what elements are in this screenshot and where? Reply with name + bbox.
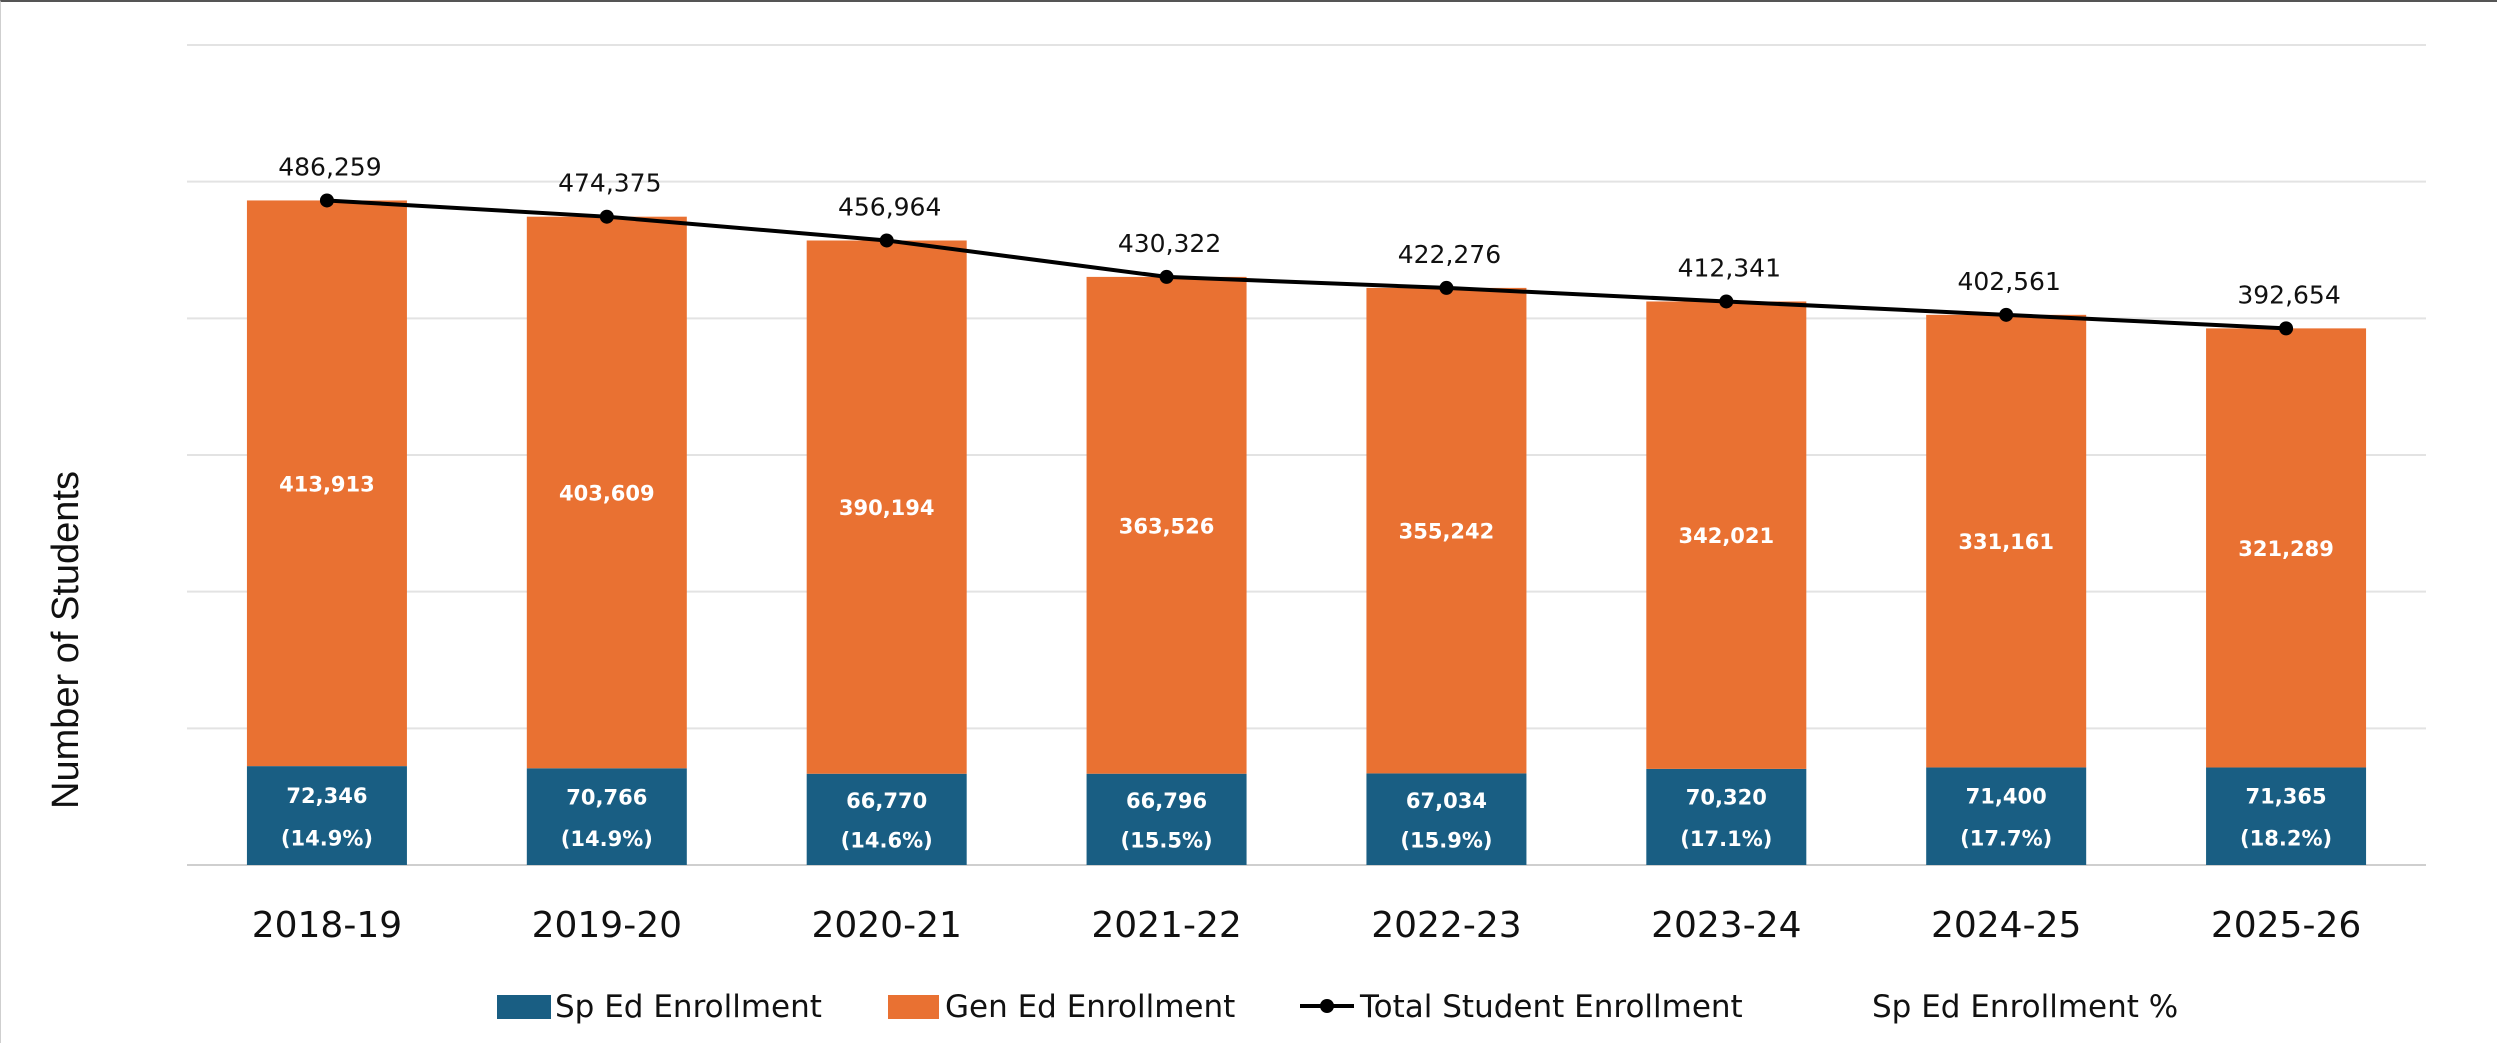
gened-bar bbox=[806, 240, 967, 774]
sped-bar bbox=[1646, 768, 1807, 865]
sped-bar bbox=[806, 773, 967, 865]
total-enrollment-point bbox=[1719, 294, 1734, 309]
sped-percent-label: (14.9%) bbox=[561, 827, 653, 851]
y-axis-label: Number of Students bbox=[45, 471, 87, 809]
bars bbox=[246, 200, 2367, 865]
legend-swatch-gened bbox=[888, 995, 939, 1019]
sped-percent-label: (14.9%) bbox=[281, 826, 373, 850]
total-value-label: 422,276 bbox=[1398, 240, 1501, 269]
total-enrollment-line bbox=[326, 198, 2287, 331]
x-axis-ticks: 2018-19 2019-20 2020-21 2021-22 2022-23 2023-… bbox=[252, 905, 2362, 946]
gened-value-label: 331,161 bbox=[1958, 530, 2054, 554]
sped-percent-label: (18.2%) bbox=[2240, 827, 2332, 851]
x-tick-label: 2019-20 bbox=[532, 905, 682, 946]
gened-bar bbox=[526, 216, 687, 769]
total-enrollment-point bbox=[2279, 321, 2294, 336]
total-value-label: 430,322 bbox=[1118, 229, 1221, 258]
sped-percent-label: (14.6%) bbox=[841, 828, 933, 852]
sped-percent-label: (15.5%) bbox=[1121, 828, 1213, 852]
total-value-label: 474,375 bbox=[558, 169, 661, 198]
total-value-label: 456,964 bbox=[838, 192, 941, 221]
gened-bar bbox=[1646, 301, 1807, 769]
sped-value-label: 70,766 bbox=[566, 785, 647, 809]
gened-value-label: 390,194 bbox=[839, 496, 935, 520]
x-tick-label: 2023-24 bbox=[1651, 905, 1801, 946]
sped-value-label: 72,346 bbox=[286, 784, 367, 808]
legend-swatch-total-marker bbox=[1320, 999, 1334, 1013]
gened-bar bbox=[1366, 287, 1527, 774]
gened-value-label: 321,289 bbox=[2238, 537, 2334, 561]
x-tick-label: 2022-23 bbox=[1371, 905, 1521, 946]
sped-value-label: 70,320 bbox=[1686, 786, 1767, 810]
total-enrollment-point bbox=[1159, 269, 1174, 284]
legend: Sp Ed Enrollment Gen Ed Enrollment Total S… bbox=[497, 989, 2178, 1025]
x-tick-label: 2024-25 bbox=[1931, 905, 2081, 946]
legend-label-total: Total Student Enrollment bbox=[1359, 989, 1743, 1025]
gridlines bbox=[187, 44, 2426, 866]
legend-label-sped: Sp Ed Enrollment bbox=[555, 989, 822, 1025]
x-tick-label: 2020-21 bbox=[811, 905, 961, 946]
legend-label-sped-percent: Sp Ed Enrollment % bbox=[1872, 989, 2178, 1025]
total-enrollment-point bbox=[1439, 280, 1454, 295]
sped-bar bbox=[526, 768, 687, 865]
gened-value-label: 342,021 bbox=[1678, 524, 1774, 548]
x-tick-label: 2021-22 bbox=[1091, 905, 1241, 946]
sped-value-label: 66,770 bbox=[846, 789, 927, 813]
x-tick-label: 2025-26 bbox=[2211, 905, 2361, 946]
sped-bar bbox=[1926, 767, 2087, 865]
sped-value-label: 71,400 bbox=[1966, 785, 2047, 809]
total-enrollment-point bbox=[319, 193, 334, 208]
sped-percent-label: (17.1%) bbox=[1680, 827, 1772, 851]
sped-percent-label: (17.7%) bbox=[1960, 827, 2052, 851]
total-enrollment-point bbox=[879, 233, 894, 248]
total-enrollment-point bbox=[1999, 307, 2014, 322]
sped-value-label: 71,365 bbox=[2246, 785, 2327, 809]
sped-bar bbox=[2206, 767, 2367, 865]
sped-bar bbox=[1366, 773, 1527, 865]
gened-value-label: 355,242 bbox=[1399, 520, 1495, 544]
data-labels: 413,913 72,346 (14.9%) 403,609 70,766 (14.9%)… bbox=[278, 152, 2341, 852]
legend-label-gened: Gen Ed Enrollment bbox=[945, 989, 1235, 1025]
total-value-label: 486,259 bbox=[278, 152, 381, 181]
gened-bar bbox=[1926, 314, 2087, 768]
x-tick-label: 2018-19 bbox=[252, 905, 402, 946]
sped-percent-label: (15.9%) bbox=[1400, 828, 1492, 852]
legend-swatch-sped bbox=[497, 995, 551, 1019]
total-value-label: 402,561 bbox=[1957, 267, 2060, 296]
sped-bar bbox=[246, 766, 407, 865]
gened-value-label: 363,526 bbox=[1119, 514, 1215, 538]
gened-bar bbox=[1086, 276, 1247, 774]
gened-value-label: 403,609 bbox=[559, 481, 655, 505]
total-line bbox=[319, 193, 2294, 336]
total-value-label: 412,341 bbox=[1678, 253, 1781, 282]
sped-value-label: 66,796 bbox=[1126, 789, 1207, 813]
gened-bar bbox=[2206, 328, 2367, 768]
sped-bar bbox=[1086, 773, 1247, 865]
gened-bar bbox=[246, 200, 407, 767]
gened-value-label: 413,913 bbox=[279, 472, 375, 496]
sped-value-label: 67,034 bbox=[1406, 789, 1487, 813]
total-enrollment-point bbox=[599, 209, 614, 224]
total-value-label: 392,654 bbox=[2237, 280, 2340, 309]
